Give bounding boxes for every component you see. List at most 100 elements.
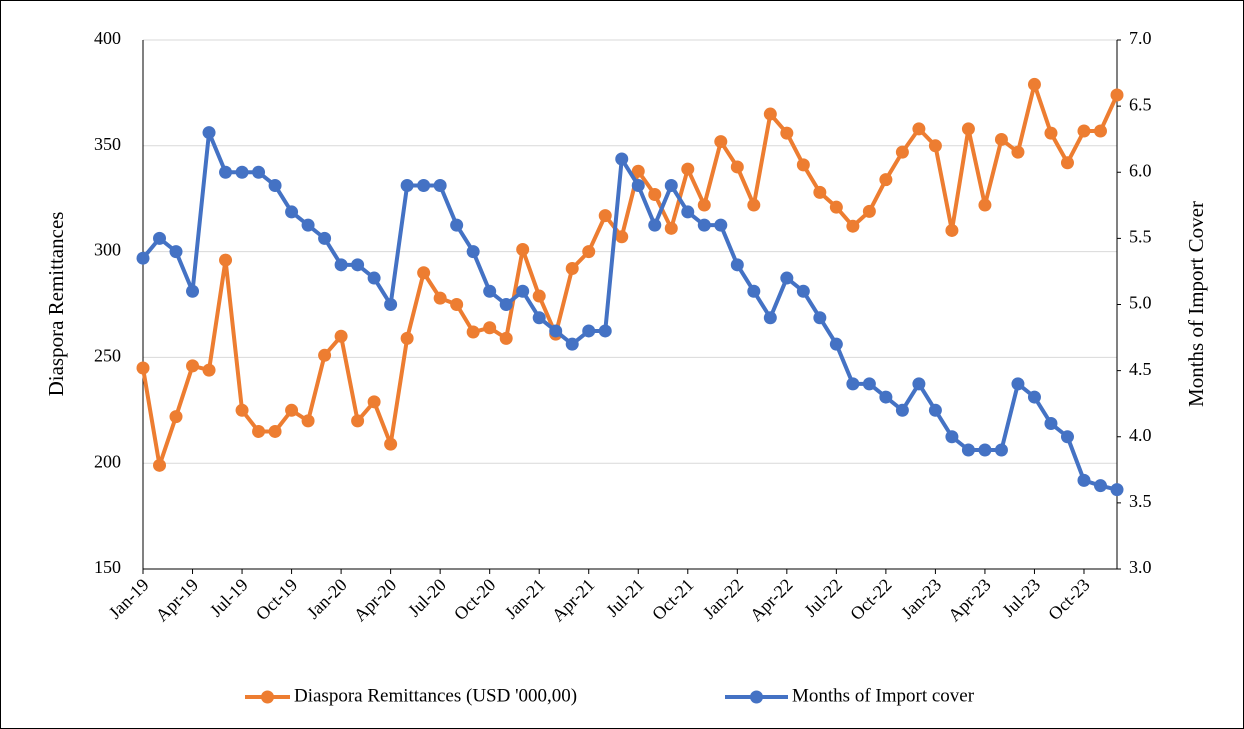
point xyxy=(351,414,365,428)
point xyxy=(994,443,1008,457)
point xyxy=(961,122,975,136)
point xyxy=(978,198,992,212)
point xyxy=(994,132,1008,146)
point xyxy=(318,348,332,362)
point xyxy=(466,245,480,259)
point xyxy=(235,403,249,417)
point xyxy=(912,122,926,136)
y-axis-title: Diaspora Remittances xyxy=(44,212,68,397)
point xyxy=(136,251,150,265)
point xyxy=(813,311,827,325)
point xyxy=(829,337,843,351)
point xyxy=(697,218,711,232)
point xyxy=(516,242,530,256)
y2-tick-label: 5.5 xyxy=(1129,227,1152,247)
y-tick-label: 350 xyxy=(94,134,121,154)
point xyxy=(268,178,282,192)
legend-marker xyxy=(750,690,763,704)
point xyxy=(1093,479,1107,493)
point xyxy=(648,187,662,201)
point xyxy=(598,324,612,338)
point xyxy=(747,198,761,212)
point xyxy=(285,403,299,417)
point xyxy=(532,289,546,303)
point xyxy=(1027,390,1041,404)
point xyxy=(631,178,645,192)
point xyxy=(367,395,381,409)
point xyxy=(681,205,695,219)
point xyxy=(714,218,728,232)
point xyxy=(153,458,167,472)
point xyxy=(1044,417,1058,431)
point xyxy=(714,135,728,149)
point xyxy=(796,158,810,172)
point xyxy=(417,178,431,192)
point xyxy=(301,414,315,428)
point xyxy=(1110,88,1124,102)
point xyxy=(1093,124,1107,138)
point xyxy=(252,424,266,438)
point xyxy=(301,218,315,232)
legend-label: Months of Import cover xyxy=(792,685,975,706)
point xyxy=(202,363,216,377)
point xyxy=(565,337,579,351)
point xyxy=(417,266,431,280)
point xyxy=(499,331,513,345)
point xyxy=(450,298,464,311)
point xyxy=(1077,124,1091,138)
point xyxy=(1011,145,1025,159)
point xyxy=(136,361,150,375)
point xyxy=(978,443,992,457)
point xyxy=(1060,156,1074,170)
point xyxy=(202,126,216,140)
point xyxy=(879,390,893,404)
point xyxy=(582,324,596,338)
point xyxy=(400,331,414,345)
point xyxy=(499,298,513,311)
point xyxy=(615,152,629,166)
point xyxy=(697,198,711,212)
y2-tick-label: 7.0 xyxy=(1129,28,1152,48)
legend-label: Diaspora Remittances (USD '000,00) xyxy=(294,685,577,706)
point xyxy=(895,403,909,417)
point xyxy=(631,164,645,178)
point xyxy=(450,218,464,232)
point xyxy=(516,284,530,298)
point xyxy=(466,325,480,339)
point xyxy=(796,284,810,298)
point xyxy=(285,205,299,219)
y2-axis-title: Months of Import Cover xyxy=(1184,201,1208,407)
legend-marker xyxy=(261,690,274,704)
point xyxy=(433,291,447,305)
point xyxy=(664,221,678,235)
point xyxy=(862,377,876,391)
point xyxy=(169,245,183,259)
point xyxy=(367,271,381,285)
point xyxy=(879,173,893,187)
y2-tick-label: 6.0 xyxy=(1129,160,1152,180)
point xyxy=(928,403,942,417)
point xyxy=(730,258,744,272)
point xyxy=(813,185,827,199)
y2-tick-label: 4.0 xyxy=(1129,425,1152,445)
point xyxy=(928,139,942,153)
point xyxy=(565,262,579,276)
point xyxy=(483,284,497,298)
y-tick-label: 400 xyxy=(94,28,121,48)
point xyxy=(945,430,959,444)
point xyxy=(549,324,563,338)
point xyxy=(582,245,596,259)
point xyxy=(433,178,447,192)
point xyxy=(747,284,761,298)
point xyxy=(483,321,497,335)
point xyxy=(681,162,695,176)
point xyxy=(829,200,843,214)
point xyxy=(334,329,348,343)
point xyxy=(615,230,629,244)
point xyxy=(334,258,348,272)
point xyxy=(598,209,612,223)
point xyxy=(912,377,926,391)
point xyxy=(219,165,233,179)
y-tick-label: 250 xyxy=(94,346,121,366)
point xyxy=(1077,473,1091,487)
